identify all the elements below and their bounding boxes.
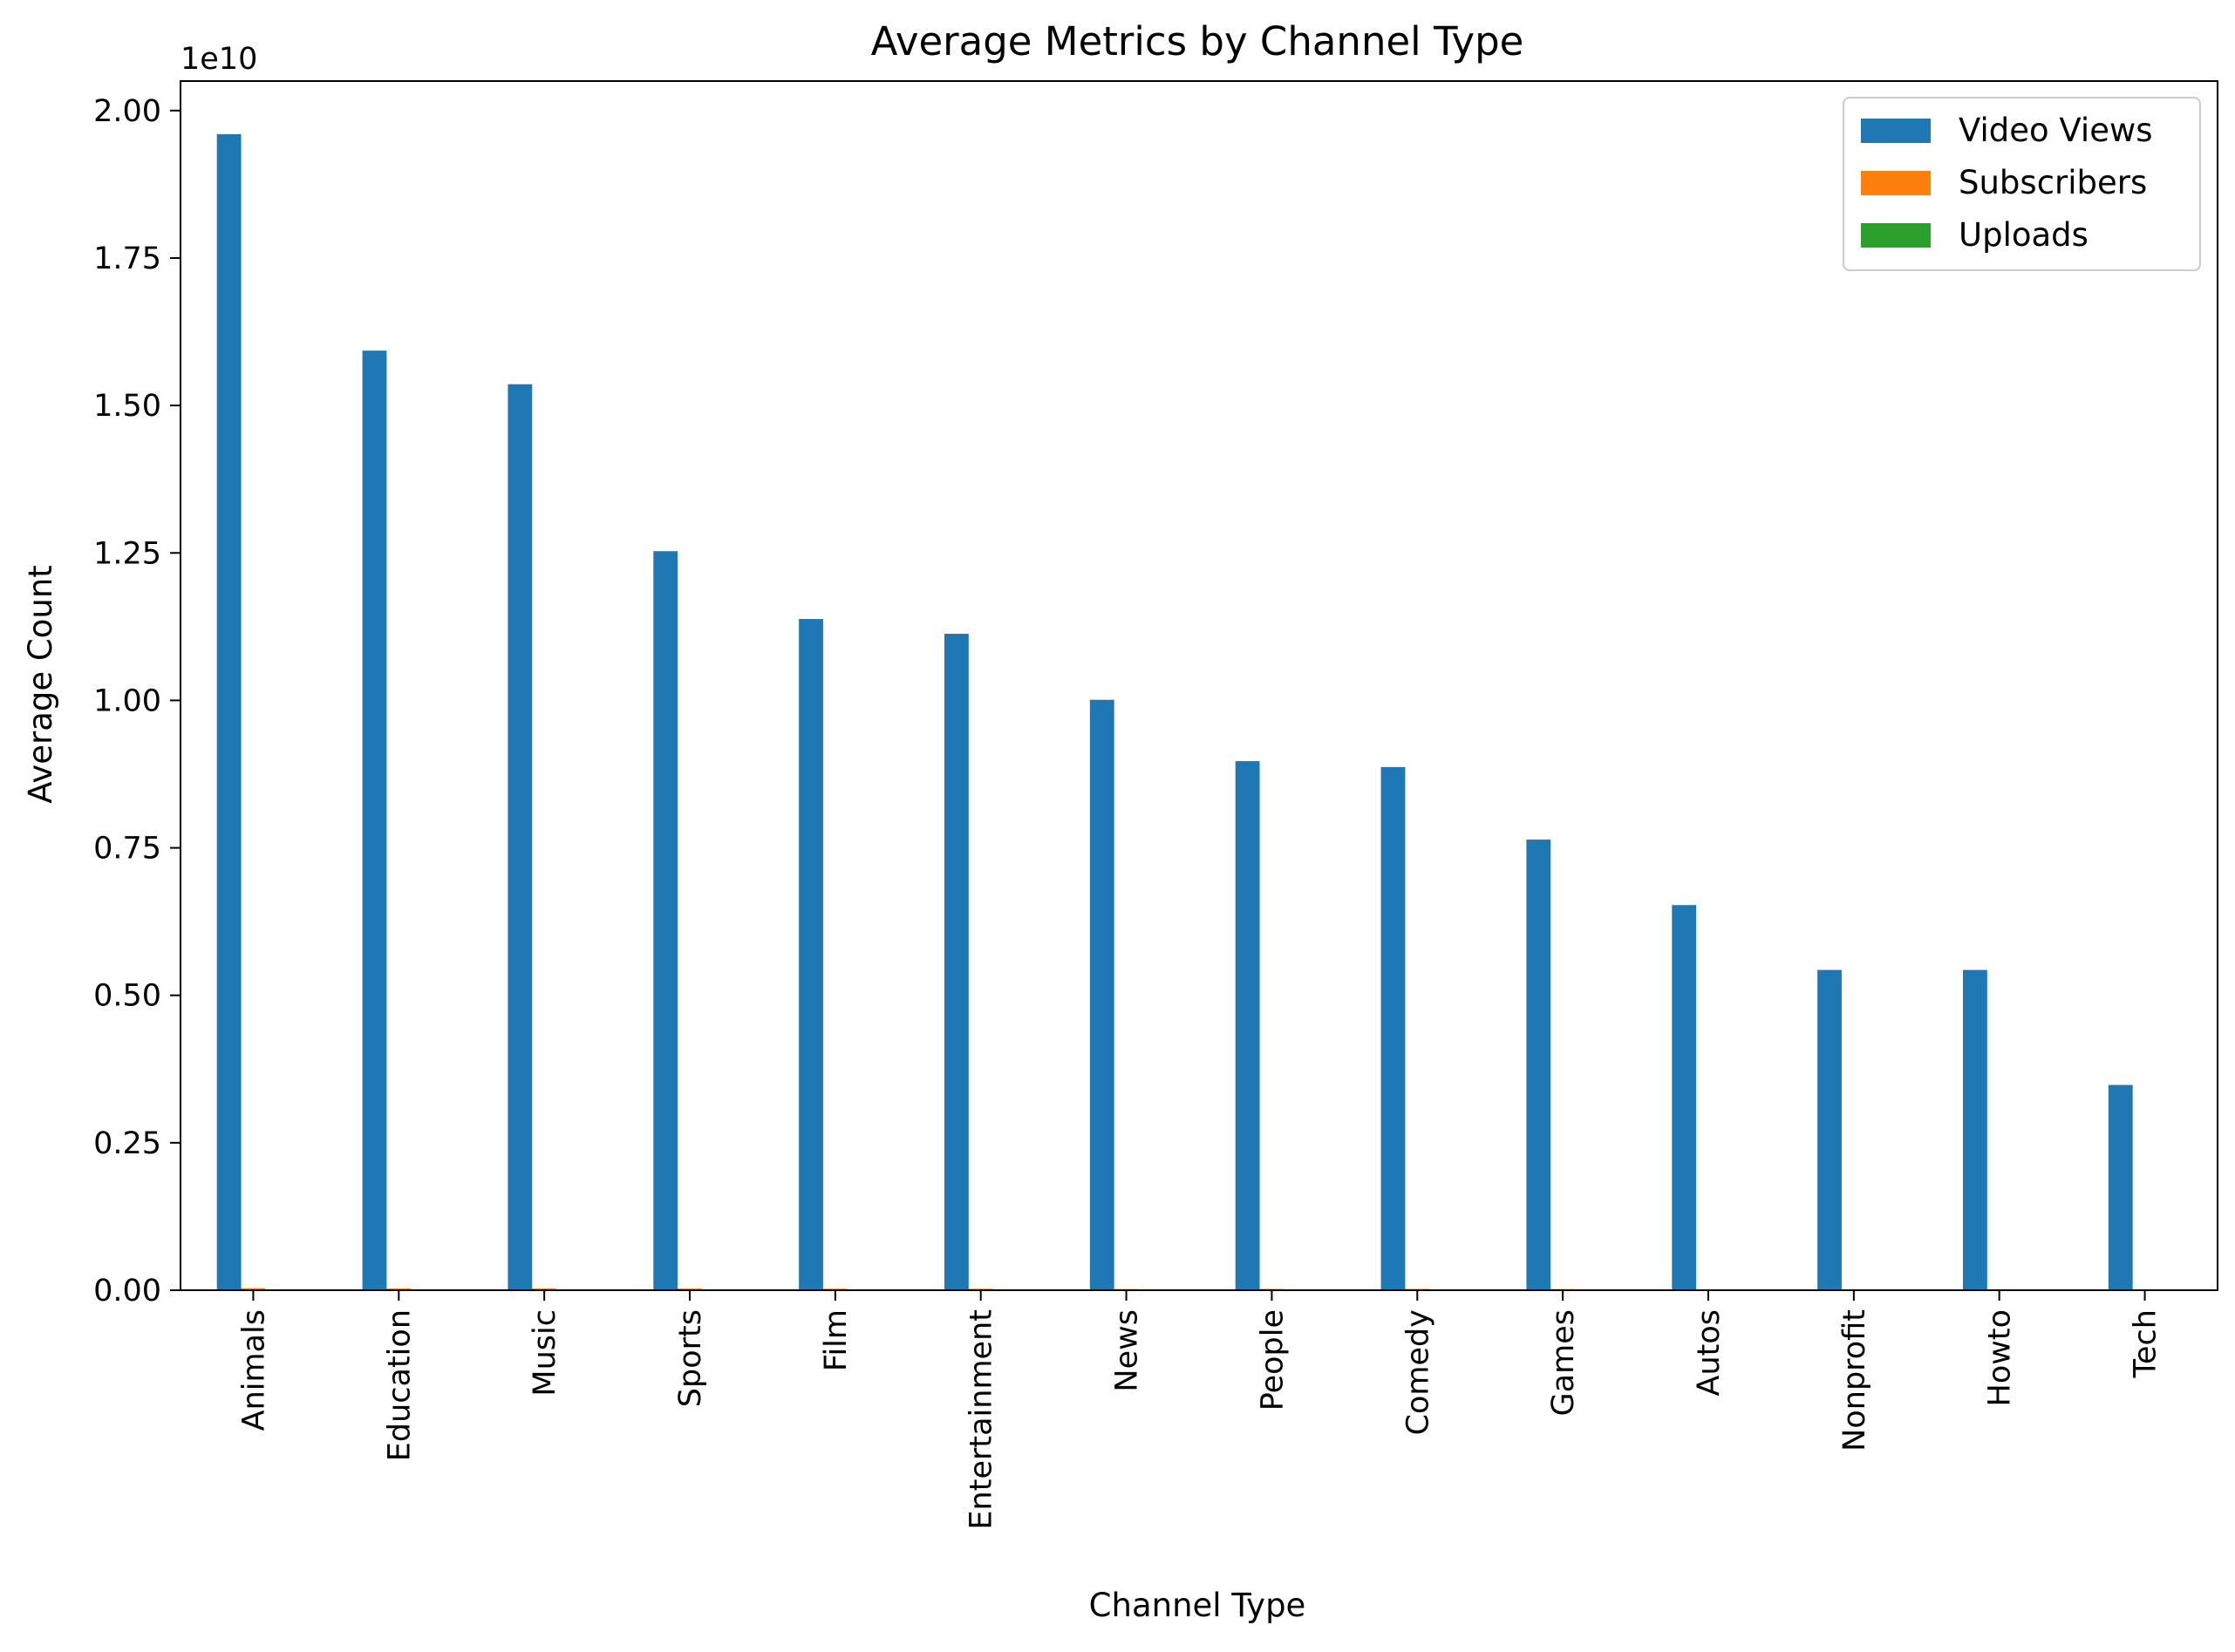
plot-area: 0.00 0.25 0.50 0.75 1.00 1.25 1.50 1.75 2.00 Anim… xyxy=(93,80,2218,1530)
x-tick-label: Film xyxy=(819,1309,854,1371)
bar-video-views-comedy xyxy=(1380,766,1406,1290)
plot-frame xyxy=(180,80,2218,1291)
y-tick-label: 0.50 xyxy=(93,979,161,1014)
bar-video-views-tech xyxy=(2108,1084,2133,1290)
x-tick-label: Animals xyxy=(236,1309,271,1431)
y-tick-label: 1.50 xyxy=(93,389,161,424)
bar-video-views-education xyxy=(362,350,387,1291)
y-offset-label: 1e10 xyxy=(181,42,257,77)
x-tick-label: Tech xyxy=(2129,1309,2163,1378)
legend-label-video-views: Video Views xyxy=(1959,112,2153,149)
x-tick-label: Education xyxy=(382,1309,417,1461)
bar-video-views-howto xyxy=(1963,969,1987,1290)
x-tick-label: Entertainment xyxy=(964,1309,999,1530)
legend-swatch-subscribers xyxy=(1861,171,1931,195)
legend-label-subscribers: Subscribers xyxy=(1959,164,2147,201)
y-axis-label: Average Count xyxy=(22,565,59,804)
y-tick-label: 1.75 xyxy=(93,241,161,276)
bar-video-views-games xyxy=(1526,840,1551,1290)
legend-swatch-uploads xyxy=(1861,223,1931,248)
legend: Video Views Subscribers Uploads xyxy=(1843,97,2201,271)
bar-video-views-animals xyxy=(216,133,242,1290)
y-tick-label: 1.00 xyxy=(93,683,161,718)
y-tick-label: 0.25 xyxy=(93,1126,161,1161)
bar-video-views-entertainment xyxy=(944,633,969,1290)
bar-video-views-film xyxy=(799,619,823,1290)
x-tick-label: People xyxy=(1255,1309,1290,1411)
bar-video-views-news xyxy=(1089,699,1114,1290)
legend-frame xyxy=(1843,97,2201,271)
x-tick-label: Nonprofit xyxy=(1837,1309,1872,1451)
bar-video-views-music xyxy=(508,384,533,1290)
chart-title: Average Metrics by Channel Type xyxy=(871,18,1524,65)
y-tick-label: 0.00 xyxy=(93,1274,161,1309)
x-tick-label: Howto xyxy=(1983,1309,2018,1407)
legend-label-uploads: Uploads xyxy=(1959,216,2088,254)
bar-video-views-autos xyxy=(1672,905,1697,1290)
y-tick-label: 1.25 xyxy=(93,536,161,571)
y-tick-label: 2.00 xyxy=(93,94,161,129)
y-tick-label: 0.75 xyxy=(93,832,161,867)
bar-subscribers-animals xyxy=(241,1288,266,1290)
x-tick-label: Sports xyxy=(673,1309,708,1407)
bar-video-views-nonprofit xyxy=(1817,969,1842,1290)
x-tick-label: Music xyxy=(528,1309,562,1397)
bar-subscribers-music xyxy=(532,1288,557,1290)
bar-subscribers-education xyxy=(386,1288,412,1290)
x-tick-label: Comedy xyxy=(1400,1309,1435,1435)
x-tick-label: Games xyxy=(1546,1309,1581,1416)
x-tick-label: News xyxy=(1110,1309,1145,1392)
legend-swatch-video-views xyxy=(1861,119,1931,143)
bar-video-views-people xyxy=(1235,761,1260,1290)
x-tick-label: Autos xyxy=(1692,1309,1727,1397)
bar-video-views-sports xyxy=(653,551,678,1290)
x-axis-label: Channel Type xyxy=(1089,1587,1306,1624)
